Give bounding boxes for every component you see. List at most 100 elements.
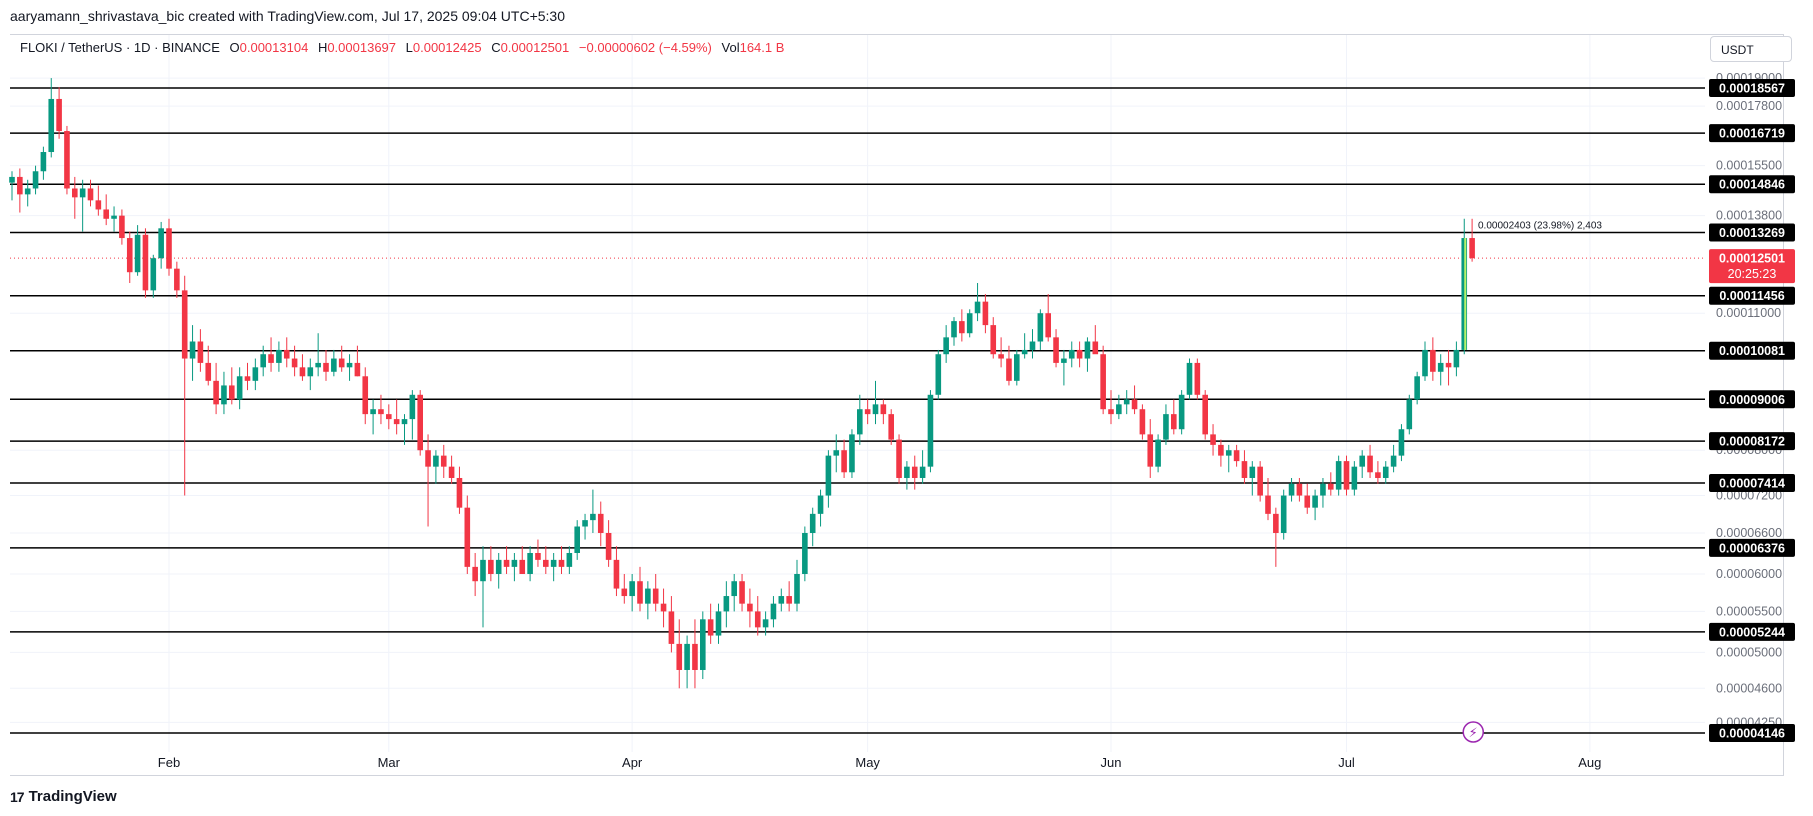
candle: [503, 546, 510, 574]
legend-low-label: L: [405, 40, 413, 55]
candle: [1139, 404, 1146, 440]
candle-body: [1437, 362, 1444, 372]
candle-body: [370, 409, 376, 415]
candle-body: [974, 301, 981, 314]
candle: [1257, 461, 1263, 502]
candle: [401, 414, 408, 445]
candle: [527, 546, 533, 582]
candle-body: [558, 559, 565, 567]
candle: [1014, 349, 1020, 386]
candle: [1445, 349, 1452, 386]
x-tick-label: Jul: [1338, 755, 1355, 770]
candle: [1304, 483, 1311, 514]
candle: [1335, 455, 1342, 496]
candle: [1414, 371, 1420, 405]
y-tick-label: 0.00006000: [1716, 567, 1782, 581]
candle-body: [299, 367, 306, 377]
candle-body: [629, 581, 635, 597]
candle-body: [1351, 466, 1358, 490]
candle-body: [1343, 461, 1350, 490]
level-badge-bg: [1709, 622, 1795, 641]
candle: [1178, 390, 1185, 435]
candle-body: [276, 349, 282, 363]
candle-body: [754, 611, 761, 628]
candle-body: [111, 215, 117, 219]
candle: [723, 581, 730, 628]
candle-body: [1139, 409, 1146, 435]
candle: [1210, 424, 1216, 456]
level-badge-text: 0.00016719: [1719, 127, 1785, 141]
candle-body: [715, 611, 722, 636]
candle: [597, 501, 604, 547]
candle-body: [378, 409, 384, 415]
tradingview-logo[interactable]: 17 TradingView: [10, 788, 117, 805]
candle-body: [1116, 404, 1122, 415]
candle-body: [747, 603, 753, 612]
candle: [1084, 337, 1091, 372]
candle-body: [495, 559, 502, 574]
candle-body: [40, 152, 47, 172]
candle: [346, 354, 353, 381]
candle: [817, 489, 824, 527]
candle: [543, 546, 549, 574]
candle: [1068, 341, 1075, 368]
candle: [1367, 444, 1373, 478]
level-badge-bg: [1709, 286, 1795, 305]
candle-body: [527, 552, 533, 574]
candle: [550, 552, 557, 582]
candle-body: [872, 404, 879, 415]
candle-body: [1304, 495, 1311, 508]
candle: [1053, 329, 1059, 368]
candle: [72, 176, 78, 219]
candle: [511, 552, 518, 582]
candle-body: [621, 588, 628, 597]
candle-body: [142, 234, 149, 291]
candle-body: [1375, 472, 1381, 478]
candle-body: [660, 603, 667, 612]
candle: [558, 546, 565, 574]
candle-body: [346, 362, 353, 368]
candle-body: [605, 532, 612, 560]
level-badge-text: 0.00005244: [1719, 625, 1785, 639]
candle-body: [645, 588, 651, 604]
candle-body: [1147, 434, 1154, 467]
candle: [126, 231, 133, 284]
candle-body: [72, 188, 78, 198]
candle-body: [519, 559, 526, 574]
level-price-badge: 0.00006376: [1709, 538, 1795, 557]
candle-body: [1006, 358, 1012, 381]
level-badge-text: 0.00004146: [1719, 727, 1785, 741]
candle: [1037, 309, 1044, 350]
candle: [880, 399, 887, 425]
candle-body: [911, 466, 918, 478]
level-price-badge: 0.00004146: [1709, 724, 1795, 742]
candle-body: [574, 526, 580, 553]
candle: [1108, 390, 1114, 425]
candle-body: [1092, 341, 1099, 355]
candle: [582, 513, 588, 540]
current-price-badge-bg: [1709, 249, 1795, 284]
candle-body: [1155, 439, 1161, 467]
candle: [535, 539, 541, 567]
candle-body: [1430, 349, 1436, 372]
candle: [943, 325, 949, 363]
level-price-badge: 0.00013269: [1709, 223, 1795, 242]
candle: [1398, 424, 1405, 462]
candle-body: [1068, 349, 1075, 359]
candle: [79, 179, 86, 232]
candle: [1163, 404, 1169, 445]
candle-body: [291, 358, 298, 368]
candle: [966, 309, 973, 338]
candle: [9, 171, 15, 201]
candle: [323, 349, 329, 381]
candle: [762, 611, 769, 636]
candle-body: [927, 394, 934, 467]
candles: [9, 78, 1475, 689]
candle-body: [1194, 362, 1201, 395]
candle: [268, 337, 274, 372]
candle-body: [440, 455, 447, 467]
currency-selector-button[interactable]: USDT: [1710, 36, 1792, 62]
tradingview-logo-icon: 17: [10, 788, 25, 805]
candle: [276, 341, 282, 372]
